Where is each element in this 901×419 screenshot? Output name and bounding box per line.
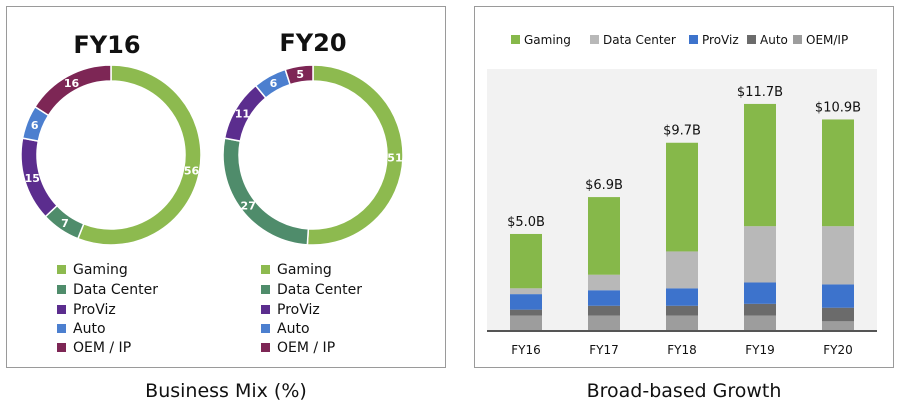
business-mix-panel: FY16 FY20 56 7 15 6 16 51 27 11 6 5 Gaming Data … <box>6 6 446 368</box>
legend-swatch-data-center <box>261 285 270 294</box>
legend-swatch-proviz <box>689 35 698 44</box>
legend-swatch-proviz <box>57 305 66 314</box>
bar-segment-proviz <box>744 282 776 304</box>
legend-label-data-center: Data Center <box>277 282 362 298</box>
legend-swatch-data-center <box>590 35 599 44</box>
donut-value-label: 6 <box>270 77 278 90</box>
bar-segment-proviz <box>588 290 620 306</box>
donut-title-fy16: FY16 <box>73 31 140 59</box>
bar-segment-gaming <box>588 197 620 275</box>
legend-swatch-auto <box>57 324 66 333</box>
bar-segment-oem-ip <box>510 315 542 331</box>
bar-segment-proviz <box>666 288 698 306</box>
donut-value-label: 11 <box>235 107 250 120</box>
legend-label-oem-ip: OEM / IP <box>73 340 131 356</box>
stacked-bars: $5.0B FY16 $6.9B FY17 $9.7B FY18 $11.7B FY19 $10… <box>507 85 861 357</box>
bar-total-label: $10.9B <box>815 100 861 115</box>
donut-value-label: 5 <box>296 68 304 81</box>
legend-swatch-gaming <box>57 265 66 274</box>
bar-segment-data-center <box>666 251 698 289</box>
x-tick-label: FY18 <box>667 343 697 357</box>
donut-value-label: 6 <box>31 119 39 132</box>
donut-segment-oem-ip <box>284 64 314 86</box>
legend-label-proviz: ProViz <box>73 302 116 318</box>
donut-segment-data-center <box>222 137 310 246</box>
legend-swatch-proviz <box>261 305 270 314</box>
legend-label-auto: Auto <box>277 321 310 337</box>
donut-segment-oem-ip <box>33 64 112 117</box>
x-tick-label: FY16 <box>511 343 541 357</box>
bar-segment-auto <box>510 309 542 316</box>
bar-total-label: $5.0B <box>507 215 545 230</box>
donut-segment-gaming <box>76 64 202 246</box>
donut-value-label: 56 <box>184 164 200 177</box>
bar-segment-auto <box>666 305 698 316</box>
bar-segment-data-center <box>588 274 620 291</box>
x-tick-label: FY17 <box>589 343 619 357</box>
bar-segment-oem-ip <box>666 315 698 331</box>
legend-label-oem-ip: OEM/IP <box>806 33 848 47</box>
legend-label-gaming: Gaming <box>524 33 571 47</box>
bar-segment-gaming <box>822 119 854 227</box>
legend-label-oem-ip: OEM / IP <box>277 340 335 356</box>
donut-value-label: 15 <box>25 172 40 185</box>
legend-label-auto: Auto <box>760 33 788 47</box>
legend-label-data-center: Data Center <box>73 282 158 298</box>
bar-segment-proviz <box>510 294 542 310</box>
bar-segment-data-center <box>510 288 542 295</box>
legend-label-auto: Auto <box>73 321 106 337</box>
bar-segment-data-center <box>822 226 854 285</box>
donut-fy20: 51 27 11 6 5 <box>222 64 404 246</box>
legend-label-gaming: Gaming <box>277 262 332 278</box>
donut-value-label: 7 <box>61 217 69 230</box>
legend-swatch-gaming <box>261 265 270 274</box>
bar-total-label: $9.7B <box>663 124 701 139</box>
bar-total-label: $11.7B <box>737 85 783 100</box>
x-tick-label: FY19 <box>745 343 775 357</box>
x-tick-label: FY20 <box>823 343 853 357</box>
legend-label-gaming: Gaming <box>73 262 128 278</box>
bar-segment-auto <box>588 305 620 316</box>
donut-value-label: 27 <box>241 199 256 212</box>
bar-segment-gaming <box>744 103 776 227</box>
legend-swatch-oem-ip <box>261 343 270 352</box>
legend-fy16: Gaming Data Center ProViz Auto OEM / IP <box>57 262 158 356</box>
donut-value-label: 51 <box>387 152 402 165</box>
legend-swatch-gaming <box>511 35 520 44</box>
legend-swatch-oem-ip <box>57 343 66 352</box>
legend-swatch-auto <box>747 35 756 44</box>
bar-segment-gaming <box>510 233 542 289</box>
legend-swatch-oem-ip <box>793 35 802 44</box>
bar-segment-gaming <box>666 142 698 252</box>
legend-swatch-auto <box>261 324 270 333</box>
donut-title-fy20: FY20 <box>279 29 346 57</box>
growth-legend: Gaming Data Center ProViz Auto OEM/IP <box>511 33 848 47</box>
business-mix-chart: FY16 FY20 56 7 15 6 16 51 27 11 6 5 Gaming Data … <box>20 29 404 356</box>
legend-label-proviz: ProViz <box>277 302 320 318</box>
legend-label-data-center: Data Center <box>603 33 676 47</box>
legend-label-proviz: ProViz <box>702 33 739 47</box>
bar-segment-oem-ip <box>822 321 854 331</box>
bar-segment-auto <box>822 307 854 322</box>
bar-segment-oem-ip <box>588 315 620 331</box>
bar-segment-proviz <box>822 284 854 308</box>
legend-swatch-data-center <box>57 285 66 294</box>
bar-segment-data-center <box>744 226 776 283</box>
bar-segment-oem-ip <box>744 315 776 331</box>
donut-value-label: 16 <box>64 77 80 90</box>
legend-fy20: Gaming Data Center ProViz Auto OEM / IP <box>261 262 362 356</box>
business-mix-caption: Business Mix (%) <box>145 380 307 402</box>
bar-segment-auto <box>744 303 776 316</box>
bar-total-label: $6.9B <box>585 178 623 193</box>
growth-chart: Gaming Data Center ProViz Auto OEM/IP $5… <box>487 33 877 357</box>
growth-panel: Gaming Data Center ProViz Auto OEM/IP $5… <box>474 6 894 368</box>
donut-fy16: 56 7 15 6 16 <box>20 64 202 246</box>
growth-caption: Broad-based Growth <box>586 380 782 402</box>
